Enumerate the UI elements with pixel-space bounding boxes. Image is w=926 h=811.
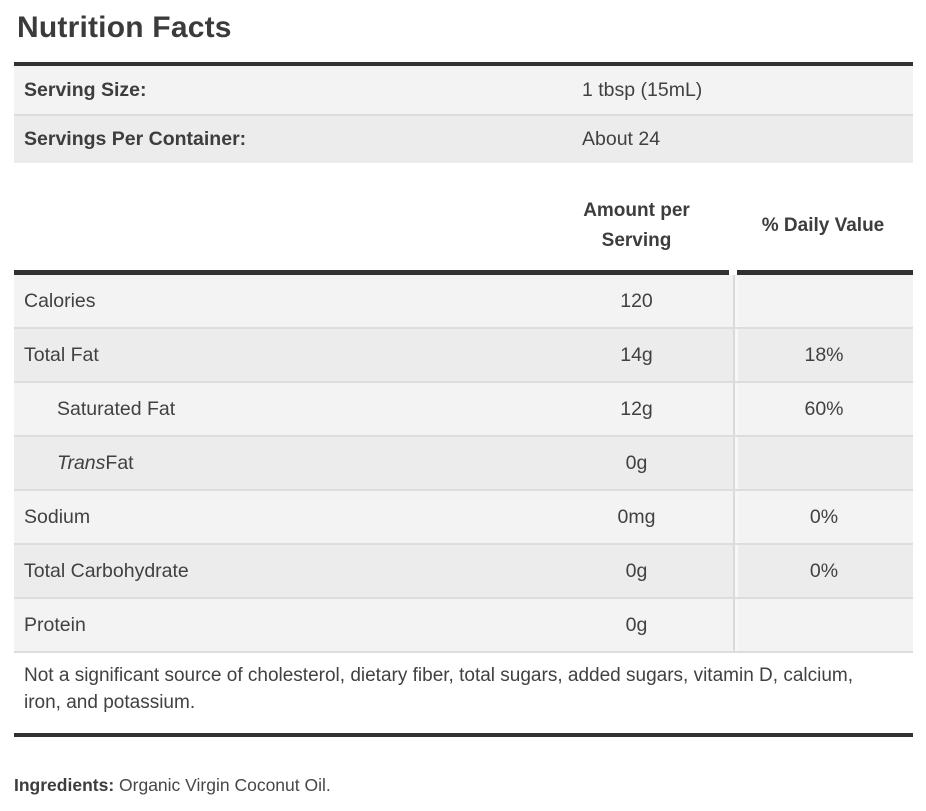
nutrient-daily-value: 0% bbox=[733, 491, 913, 543]
table-row: Servings Per Container: About 24 bbox=[14, 114, 913, 163]
nutrient-daily-value bbox=[733, 275, 913, 327]
table-row-protein: Protein 0g bbox=[14, 597, 913, 651]
nutrition-label: Serving Size: 1 tbsp (15mL) Servings Per… bbox=[14, 62, 913, 737]
header-rule-notch bbox=[729, 270, 737, 275]
bottom-rule bbox=[14, 733, 913, 737]
serving-info-table: Serving Size: 1 tbsp (15mL) Servings Per… bbox=[14, 66, 913, 163]
nutrient-daily-value: 0% bbox=[733, 545, 913, 597]
nutrient-daily-value: 60% bbox=[733, 383, 913, 435]
nutrient-amount: 12g bbox=[620, 397, 653, 420]
title-rule bbox=[14, 62, 913, 66]
nutrient-label: Saturated Fat bbox=[57, 397, 176, 420]
table-row-total-carbohydrate: Total Carbohydrate 0g 0% bbox=[14, 543, 913, 597]
table-row-saturated-fat: Saturated Fat 12g 60% bbox=[14, 381, 913, 435]
nutrient-daily-value: 18% bbox=[733, 329, 913, 381]
nutrient-daily-value bbox=[733, 599, 913, 651]
nutrients-table: Calories 120 Total Fat 14g 18% Saturated… bbox=[14, 275, 913, 651]
table-row-sodium: Sodium 0mg 0% bbox=[14, 489, 913, 543]
percent-daily-value-header: % Daily Value bbox=[761, 214, 885, 236]
nutrient-label: Trans Fat bbox=[14, 437, 540, 489]
trans-fat-label: Fat bbox=[105, 451, 134, 474]
nutrient-daily-value bbox=[733, 437, 913, 489]
ingredients-line: Ingredients: Organic Virgin Coconut Oil. bbox=[14, 775, 913, 796]
nutrient-label: Sodium bbox=[24, 505, 91, 528]
ingredients-label: Ingredients: bbox=[14, 775, 115, 795]
nutrient-label: Calories bbox=[24, 289, 96, 312]
table-row: Serving Size: 1 tbsp (15mL) bbox=[14, 66, 913, 114]
serving-size-value: 1 tbsp (15mL) bbox=[582, 78, 703, 101]
page-title: Nutrition Facts bbox=[17, 11, 232, 44]
servings-per-container-label: Servings Per Container: bbox=[24, 128, 247, 150]
nutrient-amount: 0g bbox=[625, 451, 648, 474]
serving-size-label: Serving Size: bbox=[24, 78, 147, 101]
table-row-total-fat: Total Fat 14g 18% bbox=[14, 327, 913, 381]
nutrient-label: Total Carbohydrate bbox=[24, 559, 189, 582]
nutrient-amount: 120 bbox=[620, 289, 653, 312]
ingredients-value: Organic Virgin Coconut Oil. bbox=[114, 775, 331, 795]
trans-italic: Trans bbox=[57, 451, 106, 474]
nutrient-amount: 0g bbox=[625, 613, 648, 636]
servings-per-container-value: About 24 bbox=[582, 128, 661, 150]
table-row-calories: Calories 120 bbox=[14, 275, 913, 327]
header-rule bbox=[14, 270, 913, 275]
table-row-trans-fat: Trans Fat 0g bbox=[14, 435, 913, 489]
nutrient-amount: 0mg bbox=[617, 505, 656, 528]
nutrient-label: Protein bbox=[24, 613, 86, 636]
amount-per-serving-header: Amount per Serving bbox=[583, 199, 690, 251]
column-header-row: Amount per Serving % Daily Value bbox=[14, 163, 913, 270]
nutrient-amount: 0g bbox=[625, 559, 648, 582]
nutrient-amount: 14g bbox=[620, 343, 653, 366]
nutrient-label: Total Fat bbox=[24, 343, 99, 366]
footnote: Not a significant source of cholesterol,… bbox=[14, 651, 913, 733]
